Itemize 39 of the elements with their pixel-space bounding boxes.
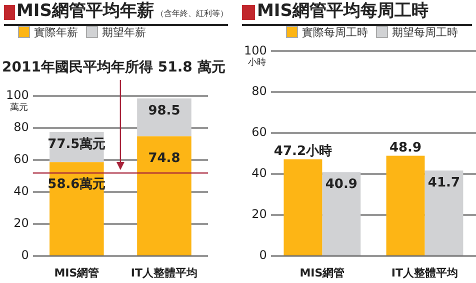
- x-tick-label: MIS網管: [300, 266, 345, 280]
- y-tick-label: 0: [259, 248, 267, 262]
- bar: [137, 136, 192, 256]
- bar: [386, 156, 425, 256]
- data-label: 40.9: [325, 176, 358, 192]
- ref-line-label: 2011年國民平均年所得 51.8 萬元: [2, 60, 226, 76]
- chart-subtitle: （含年終、紅利等）: [156, 8, 228, 19]
- legend-label: 期望年薪: [102, 26, 146, 39]
- y-tick-label: 80: [252, 84, 267, 98]
- y-tick-label: 60: [252, 125, 267, 140]
- chart-title: MIS網管平均年薪: [16, 0, 154, 22]
- y-tick-label: 0: [21, 248, 29, 262]
- y-tick-label: 100: [244, 43, 267, 58]
- y-tick-label: 100: [6, 88, 29, 102]
- y-axis-title: 萬元: [10, 102, 28, 113]
- chart-title: MIS網管平均每周工時: [257, 0, 428, 22]
- y-tick-label: 40: [14, 184, 29, 198]
- y-tick-label: 60: [14, 152, 29, 166]
- bar: [322, 172, 361, 256]
- bar: [424, 170, 464, 256]
- total-label: 98.5: [148, 103, 180, 118]
- data-label: 47.2小時: [274, 144, 332, 160]
- y-tick-label: 20: [14, 216, 29, 230]
- x-tick-label: IT人整體平均: [391, 266, 458, 280]
- x-tick-label: MIS網管: [54, 266, 100, 280]
- bar: [137, 98, 192, 136]
- x-tick-label: IT人整體平均: [130, 266, 198, 280]
- legend-label: 實際每周工時: [302, 26, 368, 39]
- legend-label: 實際年薪: [34, 26, 78, 39]
- y-axis-title: 小時: [248, 57, 266, 68]
- bar: [284, 159, 322, 256]
- data-label: 48.9: [389, 140, 422, 156]
- legend-label: 期望每周工時: [392, 26, 458, 39]
- y-tick-label: 80: [14, 120, 29, 134]
- total-label: 77.5萬元: [48, 136, 106, 152]
- data-label: 74.8: [148, 151, 180, 166]
- data-label: 41.7: [428, 175, 460, 190]
- y-tick-label: 20: [252, 207, 267, 222]
- y-tick-label: 40: [252, 166, 267, 180]
